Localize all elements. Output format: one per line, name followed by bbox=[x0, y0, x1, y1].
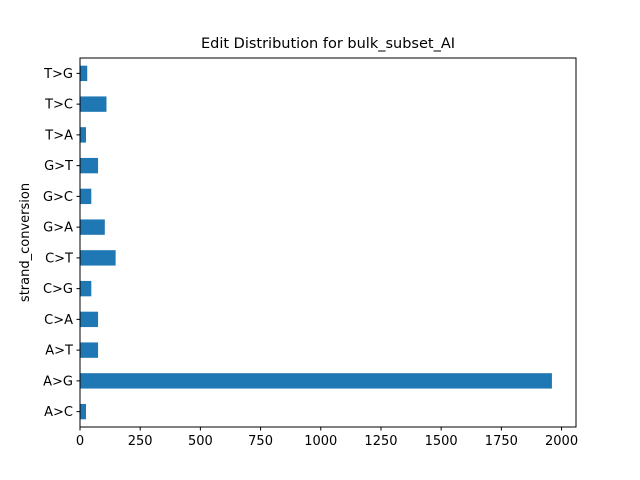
y-tick-label: C>A bbox=[44, 313, 73, 328]
y-tick-label: T>C bbox=[44, 98, 73, 113]
x-tick-label: 750 bbox=[248, 434, 273, 449]
y-tick-label: A>G bbox=[43, 374, 73, 389]
y-tick-label: C>G bbox=[43, 282, 73, 297]
x-tick-label: 2000 bbox=[545, 434, 578, 449]
bar-A-to-C bbox=[80, 403, 87, 420]
y-tick-label: A>C bbox=[44, 405, 73, 420]
bars-group bbox=[80, 65, 552, 420]
x-tick-label: 1250 bbox=[364, 434, 397, 449]
plot-frame bbox=[79, 57, 577, 428]
bar-C-to-A bbox=[80, 311, 99, 328]
x-tick-label: 1000 bbox=[304, 434, 337, 449]
bar-G-to-T bbox=[80, 157, 99, 174]
x-tick-label: 1750 bbox=[485, 434, 518, 449]
y-tick-label: A>T bbox=[45, 344, 73, 359]
bar-A-to-T bbox=[80, 342, 99, 358]
y-axis: A>C A>G A>T C>A C>G C>T G>A G>C G>T T>A T>C T>G bbox=[43, 67, 80, 420]
x-axis: 0 250 500 750 1000 1250 1500 1750 2000 bbox=[76, 427, 578, 449]
bar-C-to-G bbox=[80, 280, 92, 297]
y-tick-label: T>G bbox=[43, 67, 73, 82]
x-tick-label: 500 bbox=[188, 434, 213, 449]
y-tick-label: G>C bbox=[43, 190, 73, 205]
y-tick-label: G>A bbox=[43, 221, 73, 236]
y-axis-label: strand_conversion bbox=[18, 183, 33, 302]
x-tick-label: 1500 bbox=[425, 434, 458, 449]
bar-C-to-T bbox=[80, 250, 116, 266]
bar-T-to-C bbox=[80, 96, 107, 112]
y-tick-label: G>T bbox=[44, 159, 73, 174]
bar-A-to-G bbox=[80, 373, 552, 389]
y-tick-label: C>T bbox=[45, 251, 73, 266]
bar-G-to-A bbox=[80, 219, 105, 235]
chart-title: Edit Distribution for bulk_subset_AI bbox=[201, 36, 455, 52]
y-tick-label: T>A bbox=[44, 128, 73, 143]
bar-T-to-G bbox=[80, 65, 88, 82]
x-tick-label: 0 bbox=[76, 434, 84, 449]
x-tick-label: 250 bbox=[128, 434, 153, 449]
bar-T-to-A bbox=[80, 127, 87, 143]
bar-G-to-C bbox=[80, 188, 92, 205]
